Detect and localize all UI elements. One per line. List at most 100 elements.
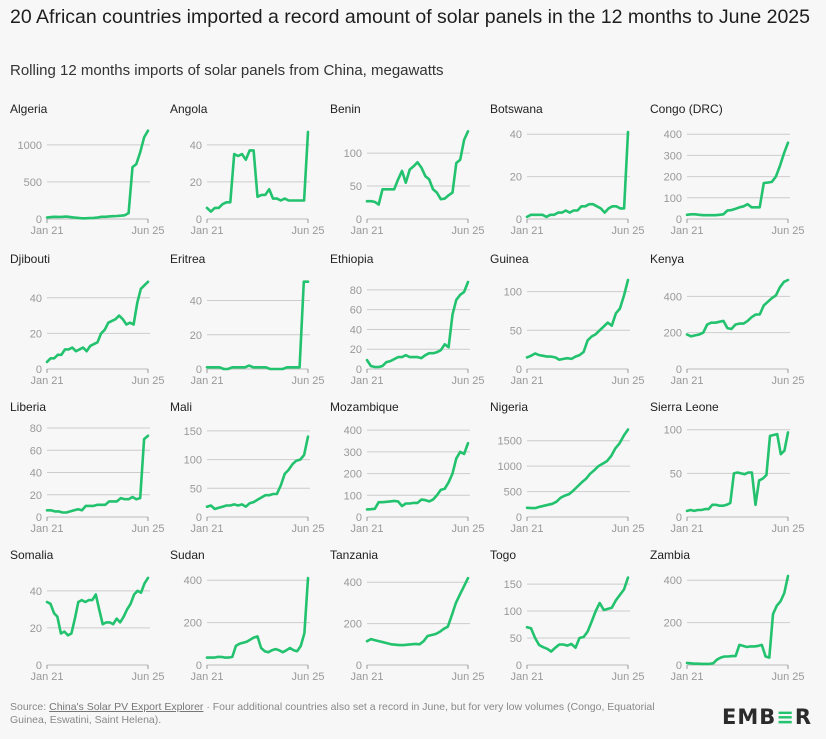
x-tick-label: Jun 25 [451, 375, 484, 387]
series-line [525, 576, 630, 653]
y-tick-label: 0 [196, 512, 202, 524]
panel-liberia: Liberia 0 20 40 60 80 Jan 21 Jun 25 [10, 394, 170, 542]
x-tick-label: Jun 25 [291, 671, 324, 683]
panel-title: Congo (DRC) [650, 102, 723, 116]
logo-text-post: R [794, 705, 813, 729]
series-line [365, 280, 470, 369]
panel-plot: 0 200 400 Jan 21 Jun 25 [664, 574, 805, 683]
y-tick-label: 40 [30, 586, 42, 598]
y-tick-label: 60 [350, 305, 362, 317]
y-tick-label: 0 [196, 660, 202, 672]
chart-subtitle: Rolling 12 months imports of solar panel… [10, 62, 444, 79]
panel-togo: Togo 0 50 100 150 Jan 21 Jun 25 [490, 542, 650, 690]
panel-title: Angola [170, 102, 208, 116]
x-tick-label: Jan 21 [190, 523, 223, 535]
panel-plot: 0 50 100 Jan 21 Jun 25 [344, 130, 485, 237]
panel-title: Eritrea [170, 252, 206, 266]
y-tick-label: 40 [350, 324, 362, 336]
y-tick-label: 200 [664, 328, 682, 340]
series-line [365, 441, 470, 511]
x-tick-label: Jun 25 [611, 225, 644, 237]
x-tick-label: Jun 25 [291, 375, 324, 387]
y-tick-label: 0 [356, 512, 362, 524]
y-tick-label: 400 [344, 577, 362, 589]
x-tick-label: Jan 21 [350, 375, 383, 387]
x-tick-label: Jan 21 [510, 523, 543, 535]
panel-congo-drc: Congo (DRC) 0 100 200 300 400 Jan 21 Jun 25 [650, 96, 810, 244]
y-tick-label: 400 [664, 129, 682, 141]
small-multiples-grid: Algeria 0 500 1000 Jan 21 Jun 25 Angola 0 20 40 Ja… [0, 96, 826, 696]
y-tick-label: 0 [516, 512, 522, 524]
panel-title: Guinea [490, 252, 529, 266]
x-tick-label: Jun 25 [771, 671, 804, 683]
panel-plot: 0 20 40 Jan 21 Jun 25 [30, 576, 165, 683]
footer-note: · Four additional countries also set a r… [10, 701, 655, 726]
panel-djibouti: Djibouti 0 20 40 Jan 21 Jun 25 [10, 246, 170, 394]
y-tick-label: 20 [30, 490, 42, 502]
y-tick-label: 50 [510, 633, 522, 645]
series-line [525, 278, 630, 361]
source-prefix: Source: [10, 701, 50, 713]
y-tick-label: 40 [30, 293, 42, 305]
x-tick-label: Jan 21 [30, 225, 63, 237]
y-tick-label: 0 [196, 364, 202, 376]
series-line [205, 130, 310, 213]
panel-plot: 0 50 100 Jan 21 Jun 25 [664, 425, 805, 535]
panel-tanzania: Tanzania 0 200 400 Jan 21 Jun 25 [330, 542, 490, 690]
panel-plot: 0 500 1000 1500 Jan 21 Jun 25 [498, 428, 645, 535]
x-tick-label: Jun 25 [771, 375, 804, 387]
panel-title: Djibouti [10, 252, 51, 266]
x-tick-label: Jan 21 [670, 225, 703, 237]
y-tick-label: 20 [190, 177, 202, 189]
panel-plot: 0 50 100 150 Jan 21 Jun 25 [504, 576, 645, 683]
x-tick-label: Jun 25 [451, 671, 484, 683]
logo-e-icon: ≡ [776, 705, 795, 729]
panel-title: Somalia [10, 548, 54, 562]
x-tick-label: Jun 25 [451, 523, 484, 535]
y-tick-label: 400 [664, 291, 682, 303]
panel-plot: 0 20 40 Jan 21 Jun 25 [30, 280, 165, 387]
series-line [365, 130, 470, 206]
y-tick-label: 0 [36, 512, 42, 524]
y-tick-label: 0 [36, 214, 42, 226]
panel-plot: 0 100 200 300 400 Jan 21 Jun 25 [664, 129, 805, 237]
y-tick-label: 100 [504, 606, 522, 618]
panel-ethiopia: Ethiopia 0 20 40 60 80 Jan 21 Jun 25 [330, 246, 490, 394]
series-line [45, 280, 150, 364]
y-tick-label: 150 [184, 426, 202, 438]
y-tick-label: 300 [664, 150, 682, 162]
panel-plot: 0 200 400 Jan 21 Jun 25 [344, 576, 485, 683]
panel-mozambique: Mozambique 0 100 200 300 400 Jan 21 Jun 25 [330, 394, 490, 542]
y-tick-label: 0 [356, 660, 362, 672]
y-tick-label: 1000 [18, 140, 42, 152]
panel-title: Sudan [170, 548, 205, 562]
source-link[interactable]: China's Solar PV Export Explorer [49, 701, 204, 713]
y-tick-label: 0 [356, 214, 362, 226]
panel-title: Nigeria [490, 400, 529, 414]
series-line [205, 280, 310, 371]
x-tick-label: Jan 21 [30, 375, 63, 387]
series-line [685, 574, 790, 666]
x-tick-label: Jun 25 [611, 375, 644, 387]
y-tick-label: 100 [664, 193, 682, 205]
series-line [45, 576, 150, 637]
panel-title: Sierra Leone [650, 400, 719, 414]
y-tick-label: 100 [504, 287, 522, 299]
panel-title: Ethiopia [330, 252, 374, 266]
x-tick-label: Jan 21 [670, 671, 703, 683]
y-tick-label: 0 [36, 660, 42, 672]
y-tick-label: 0 [676, 364, 682, 376]
series-line [685, 278, 790, 338]
x-tick-label: Jun 25 [131, 523, 164, 535]
y-tick-label: 60 [30, 445, 42, 457]
y-tick-label: 40 [190, 296, 202, 308]
y-tick-label: 20 [510, 172, 522, 184]
y-tick-label: 50 [190, 483, 202, 495]
y-tick-label: 50 [510, 325, 522, 337]
y-tick-label: 500 [24, 177, 42, 189]
panel-title: Botswana [490, 102, 543, 116]
panel-plot: 0 500 1000 Jan 21 Jun 25 [18, 129, 165, 237]
footer-source: Source: China's Solar PV Export Explorer… [10, 701, 690, 727]
y-tick-label: 200 [664, 172, 682, 184]
y-tick-label: 400 [344, 425, 362, 437]
